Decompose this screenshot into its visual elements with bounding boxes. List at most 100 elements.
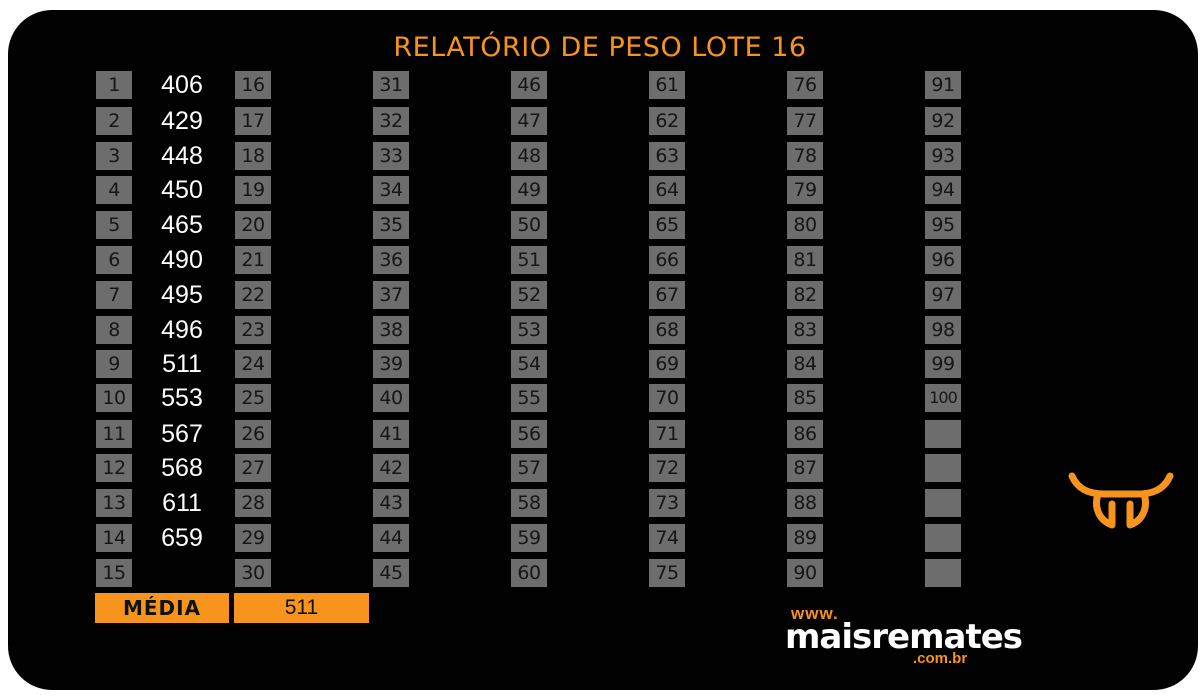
lot-weight-value: 611: [162, 489, 202, 517]
lot-number-cell: 96: [925, 246, 961, 274]
lot-number-cell: 87: [787, 454, 823, 482]
lot-number-cell: 63: [649, 142, 685, 170]
lot-number-cell: 26: [235, 420, 271, 448]
lot-number-cell: 73: [649, 489, 685, 517]
lot-number-cell: 93: [925, 142, 961, 170]
lot-number-cell: 2: [96, 107, 132, 135]
lot-weight-value: 659: [161, 524, 203, 552]
lot-number-cell: 100: [925, 384, 961, 412]
lot-number-cell: 33: [373, 142, 409, 170]
lot-number-cell: 81: [787, 246, 823, 274]
empty-lot-cell: [925, 559, 961, 587]
lot-number-cell: 14: [96, 524, 132, 552]
lot-number-cell: 39: [373, 350, 409, 378]
lot-number-cell: 72: [649, 454, 685, 482]
lot-number-cell: 65: [649, 211, 685, 239]
lot-number-cell: 56: [511, 420, 547, 448]
lot-number-cell: 7: [96, 281, 132, 309]
lot-number-cell: 95: [925, 211, 961, 239]
lot-number-cell: 78: [787, 142, 823, 170]
lot-weight-value: 511: [162, 350, 202, 378]
lot-number-cell: 82: [787, 281, 823, 309]
lot-number-cell: 52: [511, 281, 547, 309]
lot-number-cell: 53: [511, 316, 547, 344]
lot-number-cell: 17: [235, 107, 271, 135]
lot-number-cell: 49: [511, 176, 547, 204]
empty-lot-cell: [925, 489, 961, 517]
lot-weight-value: 450: [161, 176, 203, 204]
lot-number-cell: 57: [511, 454, 547, 482]
lot-number-cell: 9: [96, 350, 132, 378]
lot-weight-value: 568: [161, 454, 203, 482]
lot-number-cell: 58: [511, 489, 547, 517]
lot-number-cell: 15: [96, 559, 132, 587]
lot-number-cell: 41: [373, 420, 409, 448]
lot-number-cell: 54: [511, 350, 547, 378]
lot-number-cell: 1: [96, 71, 132, 99]
lot-weight-value: 448: [161, 142, 203, 170]
lot-number-cell: 60: [511, 559, 547, 587]
lot-number-cell: 19: [235, 176, 271, 204]
lot-number-cell: 74: [649, 524, 685, 552]
empty-lot-cell: [925, 454, 961, 482]
lot-weight-value: 429: [161, 107, 203, 135]
media-value: 511: [234, 593, 369, 623]
lot-weight-value: 495: [161, 281, 203, 309]
lot-number-cell: 67: [649, 281, 685, 309]
lot-number-cell: 64: [649, 176, 685, 204]
lot-number-cell: 97: [925, 281, 961, 309]
lot-number-cell: 83: [787, 316, 823, 344]
lot-number-cell: 66: [649, 246, 685, 274]
lot-number-cell: 22: [235, 281, 271, 309]
lot-number-cell: 80: [787, 211, 823, 239]
lot-number-cell: 92: [925, 107, 961, 135]
lot-number-cell: 84: [787, 350, 823, 378]
lot-number-cell: 51: [511, 246, 547, 274]
lot-weight-value: 406: [161, 71, 203, 99]
lot-weight-value: 553: [161, 384, 203, 412]
media-label: MÉDIA: [95, 593, 229, 623]
report-card: [8, 10, 1198, 690]
lot-number-cell: 12: [96, 454, 132, 482]
lot-number-cell: 50: [511, 211, 547, 239]
lot-number-cell: 4: [96, 176, 132, 204]
lot-number-cell: 25: [235, 384, 271, 412]
lot-number-cell: 21: [235, 246, 271, 274]
lot-number-cell: 5: [96, 211, 132, 239]
lot-number-cell: 79: [787, 176, 823, 204]
lot-number-cell: 88: [787, 489, 823, 517]
brand-domain: .com.br: [913, 650, 968, 667]
empty-lot-cell: [925, 524, 961, 552]
lot-number-cell: 30: [235, 559, 271, 587]
lot-number-cell: 69: [649, 350, 685, 378]
lot-number-cell: 18: [235, 142, 271, 170]
lot-number-cell: 36: [373, 246, 409, 274]
lot-number-cell: 3: [96, 142, 132, 170]
lot-number-cell: 38: [373, 316, 409, 344]
lot-number-cell: 76: [787, 71, 823, 99]
lot-number-cell: 28: [235, 489, 271, 517]
lot-number-cell: 86: [787, 420, 823, 448]
lot-number-cell: 23: [235, 316, 271, 344]
lot-number-cell: 32: [373, 107, 409, 135]
lot-number-cell: 46: [511, 71, 547, 99]
lot-number-cell: 98: [925, 316, 961, 344]
lot-number-cell: 75: [649, 559, 685, 587]
lot-number-cell: 31: [373, 71, 409, 99]
lot-number-cell: 10: [96, 384, 132, 412]
lot-number-cell: 90: [787, 559, 823, 587]
lot-number-cell: 99: [925, 350, 961, 378]
lot-number-cell: 77: [787, 107, 823, 135]
lot-number-cell: 24: [235, 350, 271, 378]
lot-number-cell: 37: [373, 281, 409, 309]
bull-head-icon: [1068, 472, 1174, 529]
lot-weight-value: 496: [161, 316, 203, 344]
lot-number-cell: 40: [373, 384, 409, 412]
lot-number-cell: 29: [235, 524, 271, 552]
lot-number-cell: 91: [925, 71, 961, 99]
empty-lot-cell: [925, 420, 961, 448]
lot-number-cell: 61: [649, 71, 685, 99]
lot-number-cell: 11: [96, 420, 132, 448]
lot-weight-value: 465: [161, 211, 203, 239]
lot-number-cell: 20: [235, 211, 271, 239]
